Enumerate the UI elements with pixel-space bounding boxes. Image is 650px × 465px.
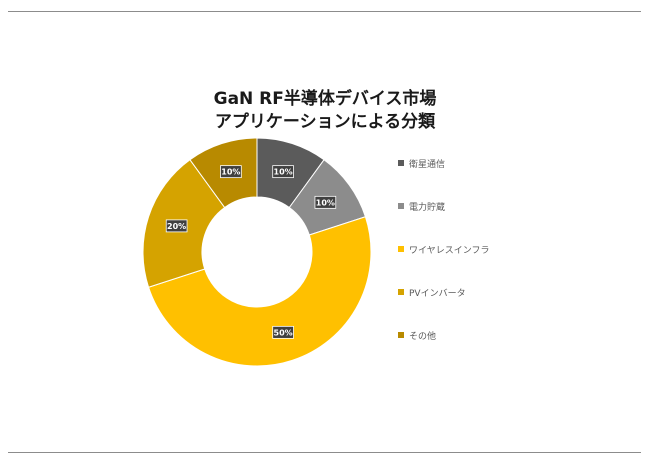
legend-item-2: ワイヤレスインフラ xyxy=(398,242,598,256)
donut-data-label-1: 10% xyxy=(314,195,337,209)
donut-data-labels: 10% 10% 50% 20% 10% xyxy=(165,165,337,339)
legend-label: 電力貯蔵 xyxy=(409,202,446,213)
donut-data-label-3: 20% xyxy=(165,219,188,233)
donut-data-label-box xyxy=(220,165,242,179)
donut-data-label-text: 20% xyxy=(167,222,186,231)
donut-data-label-box xyxy=(272,325,294,339)
legend-label: PVインバータ xyxy=(409,288,466,299)
donut-data-label-2: 50% xyxy=(272,325,294,339)
donut-slices xyxy=(142,137,372,367)
donut-data-label-text: 50% xyxy=(274,328,293,337)
donut-data-label-box xyxy=(165,219,188,233)
donut-data-label-box xyxy=(314,195,337,209)
donut-data-label-text: 10% xyxy=(316,198,335,207)
legend-item-1: 電力貯蔵 xyxy=(398,199,598,213)
legend-swatch xyxy=(398,332,404,338)
legend-item-4: その他 xyxy=(398,328,598,342)
donut-data-label-box xyxy=(272,165,294,179)
donut-data-label-text: 10% xyxy=(274,168,293,177)
legend-swatch xyxy=(398,289,404,295)
donut-data-label-text: 10% xyxy=(221,168,240,177)
legend-swatch xyxy=(398,160,404,166)
top-divider xyxy=(8,11,641,12)
donut-data-label-0: 10% xyxy=(272,165,294,179)
donut-slice-2 xyxy=(147,216,372,367)
legend-label: その他 xyxy=(409,331,437,342)
legend-item-0: 衛星通信 xyxy=(398,156,598,170)
chart-title-line-1: GaN RF半導体デバイス市場 xyxy=(213,89,437,109)
chart-title-line-2: アプリケーションによる分類 xyxy=(214,112,436,132)
donut-data-label-4: 10% xyxy=(220,165,242,179)
chart-title: GaN RF半導体デバイス市場 アプリケーションによる分類 xyxy=(0,88,650,134)
legend-swatch xyxy=(398,203,404,209)
legend-swatch xyxy=(398,246,404,252)
legend-label: ワイヤレスインフラ xyxy=(409,245,490,256)
legend-label: 衛星通信 xyxy=(409,159,446,170)
bottom-divider xyxy=(8,452,641,453)
legend-item-3: PVインバータ xyxy=(398,285,598,299)
